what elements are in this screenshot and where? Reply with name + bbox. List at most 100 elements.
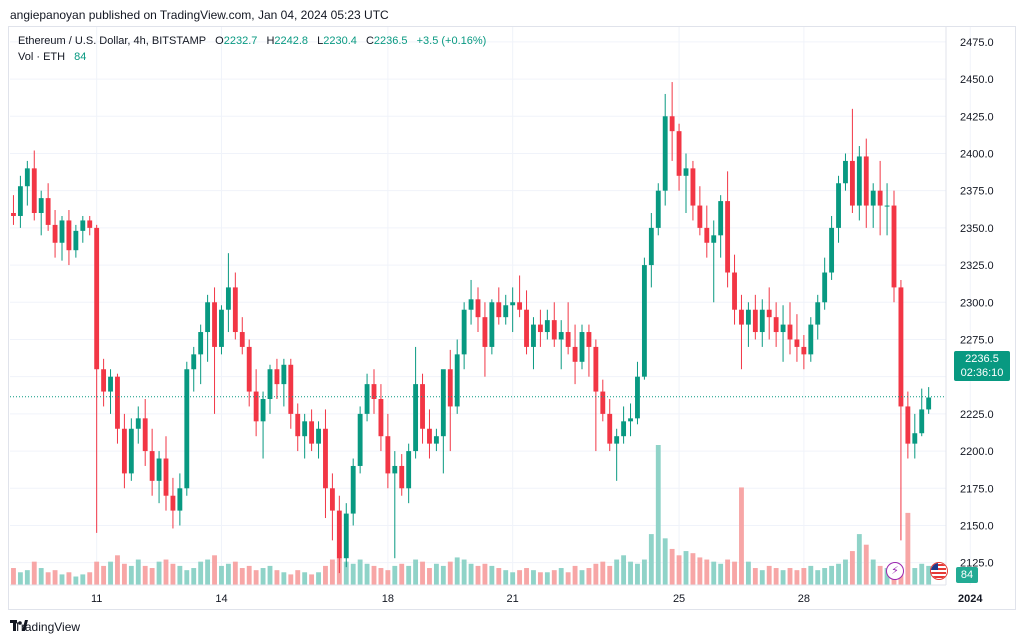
- candle: [725, 171, 731, 288]
- volume-bar: [11, 568, 16, 585]
- volume-bar: [399, 563, 405, 585]
- candle: [163, 436, 169, 511]
- candle: [593, 339, 599, 452]
- candle-body: [558, 332, 564, 340]
- candle-body: [142, 418, 148, 452]
- candle: [440, 369, 446, 474]
- candle-body: [309, 421, 315, 444]
- candle: [801, 335, 807, 370]
- candle: [232, 272, 238, 340]
- candle: [711, 220, 717, 303]
- volume-bar: [468, 563, 474, 585]
- candle-body: [551, 320, 557, 340]
- candle-body: [877, 190, 883, 206]
- candle: [600, 379, 606, 422]
- volume-bar: [59, 574, 65, 585]
- volume-bar: [316, 572, 321, 585]
- legend-symbol: Ethereum / U.S. Dollar, 4h, BITSTAMP: [18, 35, 207, 47]
- y-axis: 2475.0 2450.0 2425.0 2400.0 2375.0 2350.0 2325…: [945, 27, 994, 585]
- volume-bar: [489, 565, 495, 585]
- candle: [517, 275, 523, 318]
- candle-body: [246, 346, 252, 392]
- candle: [420, 373, 425, 444]
- volume-bar: [531, 570, 536, 585]
- candle: [822, 257, 828, 310]
- candle: [718, 195, 724, 258]
- candle: [101, 358, 107, 407]
- candle: [697, 186, 703, 236]
- volume-bar: [593, 563, 599, 585]
- candle: [94, 224, 100, 533]
- candle: [87, 215, 93, 236]
- lightning-icon[interactable]: ⚡: [886, 562, 904, 580]
- volume-bar: [641, 559, 647, 585]
- y-tick-label: 2300.0: [960, 297, 994, 309]
- candle-body: [496, 302, 502, 318]
- us-flag-icon[interactable]: [930, 562, 948, 580]
- volume-bar: [683, 551, 689, 585]
- candle-body: [392, 465, 398, 474]
- volume-bar: [662, 538, 668, 585]
- candle: [399, 454, 405, 496]
- volume-bar: [572, 565, 578, 585]
- candle-body: [66, 220, 72, 251]
- candle-body: [725, 201, 731, 273]
- candle: [780, 305, 786, 362]
- candle: [558, 320, 564, 370]
- candle-body: [503, 305, 509, 318]
- chart-panel[interactable]: [8, 26, 1016, 610]
- candle: [135, 406, 141, 444]
- candle-body: [350, 465, 356, 514]
- candle: [309, 409, 315, 452]
- candle-body: [718, 201, 724, 236]
- volume-bar: [87, 572, 93, 585]
- volume-bar: [440, 565, 446, 585]
- candle: [752, 294, 758, 340]
- candle: [385, 413, 391, 489]
- candle: [413, 346, 419, 459]
- candle: [73, 224, 79, 258]
- volume-bar: [31, 561, 37, 585]
- candle-body: [787, 324, 793, 340]
- candle: [212, 287, 217, 414]
- candle: [156, 451, 162, 504]
- volume-tag: 84: [956, 567, 978, 583]
- candle-body: [440, 369, 446, 437]
- volume-bar: [309, 574, 315, 585]
- volume-bar: [780, 570, 786, 585]
- candle-body: [600, 391, 606, 414]
- candle: [170, 477, 176, 529]
- candle-body: [544, 320, 550, 333]
- volume-bar: [253, 570, 259, 585]
- candle: [510, 287, 516, 333]
- candle-body: [59, 220, 65, 243]
- candle: [461, 302, 467, 370]
- volume-bar: [364, 563, 370, 585]
- candle-body: [135, 418, 141, 429]
- candle: [843, 153, 848, 191]
- volume-bar: [759, 570, 765, 585]
- volume-bar: [73, 576, 79, 585]
- candle-body: [614, 436, 620, 444]
- candle-body: [849, 160, 855, 206]
- current-price-value: 2236.5: [965, 353, 999, 365]
- legend-vol-value: 84: [74, 51, 87, 63]
- y-tick-label: 2425.0: [960, 111, 994, 123]
- volume-bar: [142, 565, 148, 585]
- candle: [468, 279, 474, 325]
- candle-body: [468, 299, 474, 310]
- candle: [378, 384, 384, 452]
- volume-bar: [205, 559, 211, 585]
- volume-bar: [232, 561, 238, 585]
- volume-bar: [80, 574, 86, 585]
- candle: [392, 451, 398, 559]
- candle: [676, 123, 682, 191]
- candle-body: [510, 302, 516, 306]
- candle-body: [73, 230, 79, 251]
- volume-bar: [101, 565, 107, 585]
- volume-bar: [420, 561, 425, 585]
- candle: [323, 409, 328, 519]
- volume-bar: [163, 559, 169, 585]
- candle-body: [11, 213, 16, 216]
